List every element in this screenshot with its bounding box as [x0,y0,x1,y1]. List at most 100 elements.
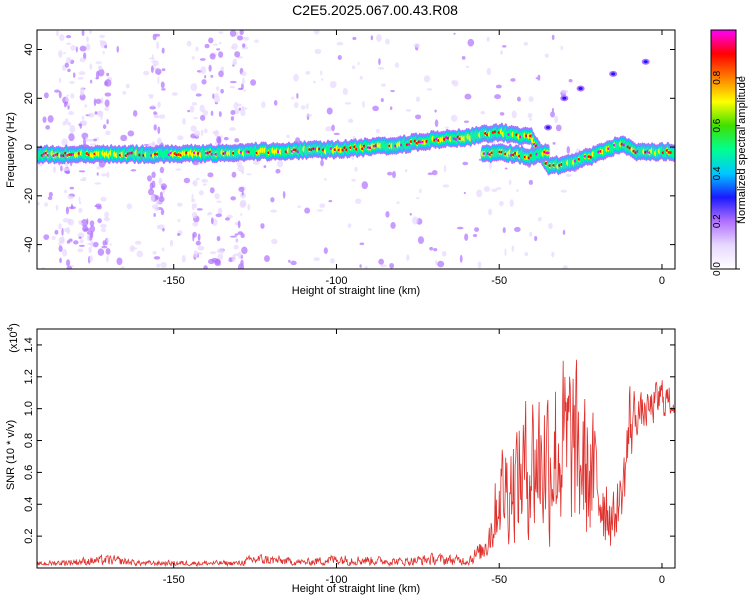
y-tick-label: 20 [23,92,35,104]
heatmap-speckle [208,37,214,44]
heatmap-speckle [426,88,433,91]
heatmap-speckle [58,90,62,99]
heatmap-speckle [394,62,400,68]
heatmap-speckle [62,167,70,172]
y-tick-label: 1.0 [23,401,35,416]
heatmap-speckle [83,227,91,232]
heatmap-speckle [95,61,103,65]
heatmap-speckle [210,74,214,78]
heatmap-speckle [157,101,161,108]
snr-panel: -150 -100 -50 0 0.2 0.4 0.6 0.8 1.0 1.2 1.4 Height… [5,323,676,595]
heatmap-speckle [129,245,135,252]
heatmap-speckle [151,171,156,179]
heatmap-speckle [326,107,333,115]
heatmap-speckle [54,229,59,235]
heatmap-speckle [476,189,483,198]
heatmap-speckle [134,240,142,245]
heatmap-speckle [106,171,110,179]
heatmap-speckle [288,259,291,263]
heatmap-speckle [89,255,94,263]
heatmap-speckle [378,258,385,265]
heatmap-speckle [125,83,130,89]
colorbar-tick-label: 0.0 [712,262,723,276]
heatmap-speckle [200,129,204,136]
heatmap-speckle [157,126,161,134]
heatmap-speckle [351,65,356,70]
heatmap-speckle [261,101,266,109]
snr-multiplier: (x104) [6,323,20,353]
heatmap-speckle [423,75,431,83]
heatmap-speckle [495,84,502,89]
heatmap-speckle [561,89,569,94]
heatmap-speckle [396,201,400,205]
heatmap-speckle [504,248,507,257]
heatmap-speckle [253,160,260,166]
heatmap-speckle [325,126,333,132]
heatmap-speckle [109,243,112,246]
heatmap-speckle [219,41,222,45]
heatmap-speckle [152,250,157,255]
heatmap-speckle [202,183,207,186]
heatmap-speckle [196,252,203,255]
heatmap-speckle [149,105,156,110]
heatmap-speckle [551,107,555,113]
heatmap-speckle [385,211,390,218]
heatmap-speckle [296,92,299,99]
heatmap-speckle [406,254,410,261]
heatmap-speckle [47,115,54,123]
heatmap-speckle [37,202,40,206]
heatmap-speckle [554,115,559,123]
heatmap-speckle [196,208,203,211]
heatmap-speckle [90,240,94,247]
heatmap-speckle [94,111,98,115]
heatmap-speckle [81,115,85,121]
spectrogram-image [37,30,675,269]
heatmap-speckle [88,30,93,35]
heatmap-speckle [429,246,434,251]
heatmap-speckle [380,83,386,87]
heatmap-speckle [348,118,354,124]
heatmap-speckle [68,110,75,116]
heatmap-speckle [372,105,379,112]
heatmap-speckle [328,200,333,203]
heatmap-speckle [64,118,69,125]
heatmap-speckle [42,116,47,123]
snr-frame [36,328,676,569]
heatmap-speckle [59,77,62,84]
x-tick-label: 0 [659,275,665,287]
heatmap-speckle [48,191,53,198]
x-tick-label: 0 [659,574,665,586]
heatmap-speckle [153,63,156,67]
heatmap-speckle [387,171,393,176]
heatmap-speckle [209,53,216,60]
heatmap-speckle [551,34,555,41]
heatmap-speckle [230,116,235,121]
heatmap-speckle [78,196,81,202]
heatmap-speckle [98,66,103,70]
heatmap-speckle [186,40,192,47]
heatmap-speckle [378,67,385,70]
heatmap-speckle [161,68,166,72]
heatmap-speckle [95,203,102,208]
heatmap-speckle [78,222,83,226]
heatmap-speckle [435,260,438,266]
heatmap-speckle [68,133,75,142]
heatmap-streak-core [643,60,648,64]
heatmap-speckle [55,204,59,211]
heatmap-speckle [204,74,207,79]
heatmap-streak-core [578,87,583,91]
heatmap-speckle [64,189,68,194]
heatmap-speckle [230,196,237,201]
heatmap-speckle [463,191,466,195]
heatmap-speckle [100,223,107,229]
snr-xlabel: Height of straight line (km) [292,583,420,595]
colorbar-tick-label: 0.4 [712,166,723,180]
heatmap-speckle [237,231,244,235]
heatmap-speckle [242,36,250,41]
heatmap-speckle [523,41,529,46]
heatmap-speckle [159,114,166,119]
heatmap-speckle [116,45,119,53]
heatmap-speckle [291,96,295,100]
heatmap-speckle [203,265,208,269]
heatmap-speckle [82,176,87,182]
